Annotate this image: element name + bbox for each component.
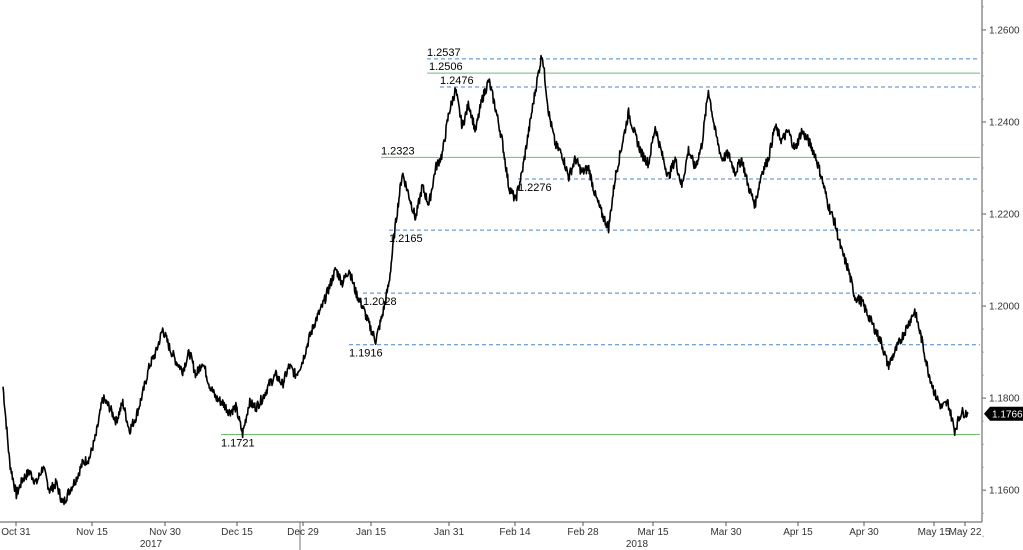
level-label: 1.1721 bbox=[221, 437, 255, 449]
x-tick-label: Jan 15 bbox=[356, 527, 386, 538]
x-tick-label: Mar 15 bbox=[637, 527, 669, 538]
x-tick-label: Nov 15 bbox=[76, 527, 108, 538]
y-tick-label: 1.2600 bbox=[989, 25, 1020, 36]
x-tick-label: Feb 28 bbox=[567, 527, 599, 538]
series-layer bbox=[2, 54, 969, 506]
last-price-label: 1.1766 bbox=[992, 409, 1023, 420]
y-tick-label: 1.2200 bbox=[989, 210, 1020, 221]
level-label: 1.2476 bbox=[440, 75, 474, 87]
x-tick-label: Nov 30 bbox=[149, 527, 181, 538]
x-tick-label: Feb 14 bbox=[499, 527, 531, 538]
x-tick-label: Jan 31 bbox=[434, 527, 464, 538]
level-label: 1.2276 bbox=[518, 182, 552, 194]
y-tick-label: 1.1600 bbox=[989, 486, 1020, 497]
level-label: 1.2506 bbox=[429, 61, 463, 73]
y-tick-label: 1.2400 bbox=[989, 117, 1020, 128]
level-label: 1.2323 bbox=[381, 145, 415, 157]
level-lines-layer bbox=[221, 58, 980, 435]
x-tick-label: May 15 bbox=[918, 527, 951, 538]
y-tick-label: 1.1800 bbox=[989, 394, 1020, 405]
y-tick-label: 1.2000 bbox=[989, 302, 1020, 313]
year-label: 2018 bbox=[626, 539, 649, 550]
price-line bbox=[2, 54, 969, 506]
year-label: 2017 bbox=[140, 539, 163, 550]
x-tick-label: Dec 29 bbox=[287, 527, 319, 538]
level-label: 1.2028 bbox=[363, 296, 397, 308]
level-label: 1.2537 bbox=[427, 47, 461, 59]
level-label: 1.1916 bbox=[349, 348, 383, 360]
x-tick-label: Mar 30 bbox=[710, 527, 742, 538]
x-tick-label: May 22 bbox=[949, 527, 982, 538]
last-price-tag bbox=[984, 406, 1023, 421]
level-labels-layer: 1.2537 1.2506 1.2476 1.2323 1.2276 1.2165 1.20… bbox=[221, 47, 552, 450]
x-tick-label: Apr 30 bbox=[849, 527, 879, 538]
x-tick-label: Dec 15 bbox=[221, 527, 253, 538]
level-label: 1.2165 bbox=[389, 233, 423, 245]
x-tick-label: Apr 15 bbox=[783, 527, 813, 538]
x-tick-label: Oct 31 bbox=[1, 527, 31, 538]
